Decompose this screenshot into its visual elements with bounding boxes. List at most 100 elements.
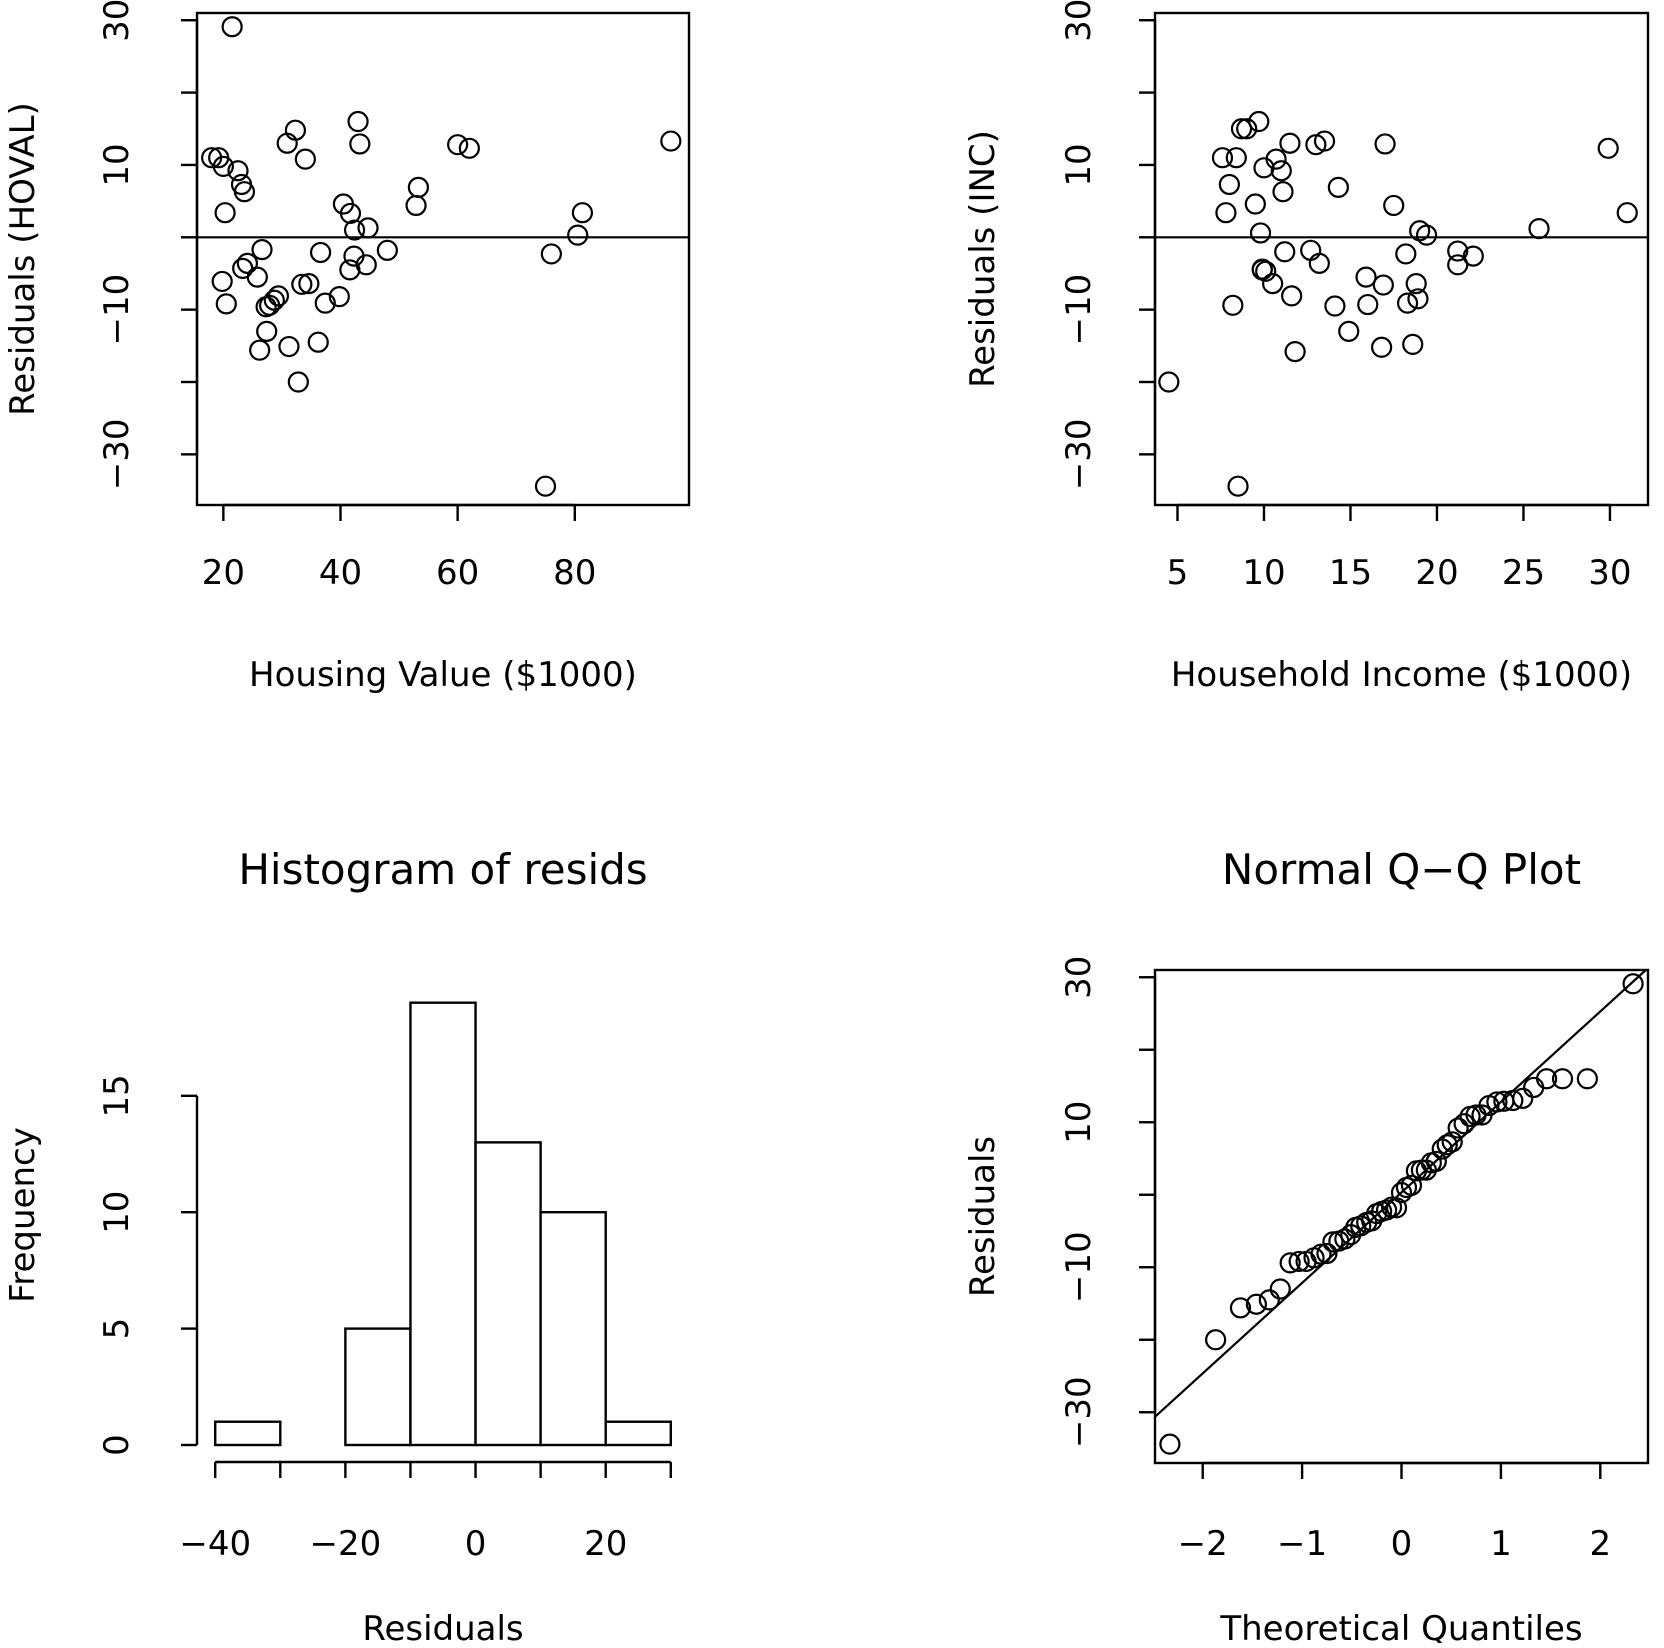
x-tick-label: 1 [1490,1524,1512,1564]
y-tick-label: −10 [1059,1231,1099,1303]
data-point [1316,1242,1338,1265]
x-tick-label: 20 [202,553,245,593]
chart-title: Histogram of resids [238,845,647,894]
data-point [263,289,285,311]
plot-frame [195,11,691,507]
data-point [236,252,258,274]
data-point [1313,130,1336,152]
data-point [284,119,306,141]
plot-frame [1153,11,1650,507]
x-axis-title: Housing Value ($1000) [249,655,637,695]
x-tick-label: 0 [1391,1524,1413,1564]
y-tick-label: 15 [97,1074,137,1117]
data-point [376,239,398,261]
data-point [267,285,290,307]
x-tick-label: −1 [1277,1524,1327,1564]
data-point [233,181,256,203]
data-point [1258,1289,1280,1311]
data-point [534,475,557,497]
data-point [1576,1068,1598,1090]
data-point [215,293,237,315]
data-point [447,134,469,156]
y-tick-label: 10 [97,1191,137,1234]
data-point [1385,1197,1408,1219]
x-tick-label: −40 [179,1524,251,1564]
data-point [291,273,313,295]
data-point [246,266,268,288]
data-point [1308,252,1330,274]
data-point [1374,133,1396,155]
data-point [298,273,320,295]
data-point [1245,1293,1267,1315]
data-point [314,292,336,314]
data-point [1372,274,1394,296]
data-point [1322,1231,1344,1253]
data-point [1400,1174,1423,1196]
data-point [339,202,362,225]
data-point [1616,202,1638,224]
x-tick-label: 2 [1589,1524,1611,1564]
data-point [1407,288,1429,310]
data-point [1265,148,1287,170]
data-point [1551,1068,1574,1090]
data-point [1227,475,1249,497]
data-point [1462,245,1484,267]
data-point [1248,110,1270,133]
data-point [1350,1215,1372,1237]
data-point [407,176,429,198]
data-point [1355,266,1377,288]
x-tick-label: 15 [1329,553,1372,593]
x-tick-label: −20 [309,1524,381,1564]
histogram-bar [604,1420,672,1447]
data-point [349,133,371,155]
y-tick-label: 10 [1059,143,1099,186]
data-point [1371,336,1393,358]
data-point [227,160,249,182]
data-point [343,219,366,241]
data-point [1441,1131,1463,1153]
data-point [1425,1150,1447,1173]
data-point [1218,173,1240,196]
data-point [1244,193,1266,215]
data-point [1215,202,1237,224]
data-point [660,130,682,152]
data-point [1205,1329,1227,1351]
x-tick-label: −2 [1178,1524,1228,1564]
data-point [571,202,594,224]
data-point [1281,285,1303,307]
panel-2: 5 10 15 20 25 30 −30 −10 10 30 Household Income ($… [963,0,1650,695]
data-point [1622,973,1644,995]
data-point [1395,243,1417,265]
data-point [567,224,589,246]
data-point [1512,1087,1534,1109]
data-point [1284,341,1306,363]
data-point [212,155,234,177]
data-point [1288,1250,1310,1273]
data-point [221,16,243,38]
x-tick-label: 25 [1502,553,1545,593]
y-axis-title: Residuals (INC) [963,130,1003,388]
y-tick-label: 30 [1059,0,1099,42]
data-point [1158,371,1180,393]
data-point [211,270,233,293]
data-point [1279,1252,1301,1274]
data-point [294,148,316,170]
data-point [1262,273,1284,295]
data-point [355,254,377,276]
data-point [1415,224,1438,246]
data-point [1436,1134,1458,1156]
data-point [232,257,254,280]
data-point [347,110,369,133]
x-tick-label: 30 [1588,553,1631,593]
data-point [357,217,379,239]
data-point [1375,1199,1398,1221]
x-tick-label: 60 [436,553,479,593]
histogram-bar [539,1211,607,1447]
data-point [1310,1243,1332,1265]
panel-1: 20 40 60 80 −30 −10 10 30 Housing Value ($1000) R… [3,0,691,695]
data-point [1272,181,1294,203]
data-point [328,286,350,308]
data-point [540,243,562,265]
